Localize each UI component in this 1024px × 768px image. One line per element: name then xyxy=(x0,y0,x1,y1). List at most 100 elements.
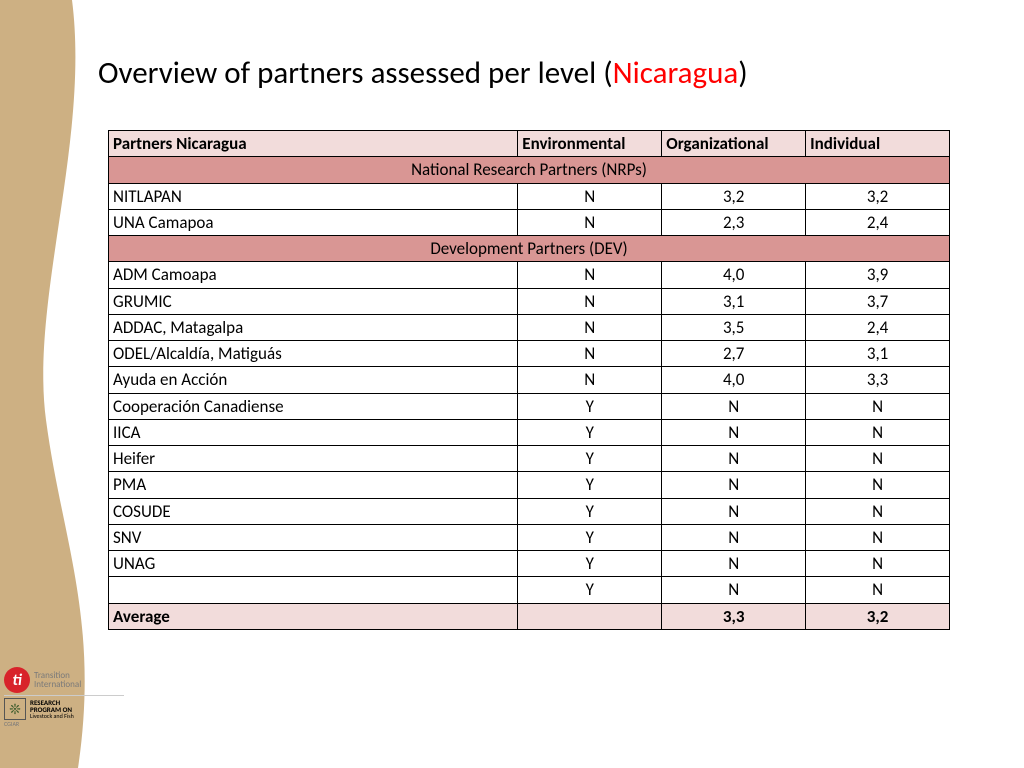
cell-partner xyxy=(109,577,518,603)
cell-env: N xyxy=(518,367,662,393)
table-row: Cooperación CanadienseYNN xyxy=(109,393,950,419)
cell-org: N xyxy=(662,498,806,524)
cell-env: Y xyxy=(518,419,662,445)
section-row: National Research Partners (NRPs) xyxy=(109,157,950,183)
table-row: COSUDEYNN xyxy=(109,498,950,524)
slide: Overview of partners assessed per level … xyxy=(0,0,1024,768)
table-row: HeiferYNN xyxy=(109,446,950,472)
average-row: Average 3,33,2 xyxy=(109,603,950,629)
cell-partner: Cooperación Canadiense xyxy=(109,393,518,419)
cell-partner: ODEL/Alcaldía, Matiguás xyxy=(109,341,518,367)
cell-env: Y xyxy=(518,472,662,498)
cell-ind: N xyxy=(806,577,950,603)
cell-env: N xyxy=(518,262,662,288)
cell-org: N xyxy=(662,577,806,603)
cell-org: N xyxy=(662,446,806,472)
cell-ind: N xyxy=(806,498,950,524)
table-row: ADDAC, MatagalpaN3,52,4 xyxy=(109,314,950,340)
logo-divider xyxy=(4,695,124,696)
cell-org: N xyxy=(662,551,806,577)
cell-env: Y xyxy=(518,393,662,419)
cell-partner: Ayuda en Acción xyxy=(109,367,518,393)
table-row: GRUMICN3,13,7 xyxy=(109,288,950,314)
cgiar-label: CGIAR xyxy=(4,721,124,728)
cell-ind: 3,1 xyxy=(806,341,950,367)
cell-partner: ADDAC, Matagalpa xyxy=(109,314,518,340)
cell-org: 3,2 xyxy=(662,183,806,209)
cell-partner: SNV xyxy=(109,524,518,550)
cell-env: Y xyxy=(518,551,662,577)
cell-partner: GRUMIC xyxy=(109,288,518,314)
table-row: Ayuda en AcciónN4,03,3 xyxy=(109,367,950,393)
cell-org: 3,1 xyxy=(662,288,806,314)
table-row: NITLAPANN3,23,2 xyxy=(109,183,950,209)
cell-org: 3,5 xyxy=(662,314,806,340)
cell-partner: ADM Camoapa xyxy=(109,262,518,288)
cell-partner: Heifer xyxy=(109,446,518,472)
cell-partner: PMA xyxy=(109,472,518,498)
avg-env xyxy=(518,603,662,629)
cell-ind: 3,2 xyxy=(806,183,950,209)
cell-org: 4,0 xyxy=(662,367,806,393)
table-body: National Research Partners (NRPs)NITLAPA… xyxy=(109,157,950,630)
partners-table-wrap: Partners Nicaragua Environmental Organiz… xyxy=(108,130,950,630)
cell-ind: N xyxy=(806,524,950,550)
ti-line2: International xyxy=(34,680,81,690)
cell-partner: IICA xyxy=(109,419,518,445)
table-row: UNAGYNN xyxy=(109,551,950,577)
cell-org: N xyxy=(662,419,806,445)
cell-env: N xyxy=(518,288,662,314)
table-row: ODEL/Alcaldía, MatiguásN2,73,1 xyxy=(109,341,950,367)
table-row: PMAYNN xyxy=(109,472,950,498)
cell-env: Y xyxy=(518,446,662,472)
cell-env: N xyxy=(518,314,662,340)
ti-badge-icon: ti xyxy=(4,667,30,693)
cell-env: N xyxy=(518,209,662,235)
section-label: Development Partners (DEV) xyxy=(109,236,950,262)
cell-org: N xyxy=(662,472,806,498)
table-row: ADM CamoapaN4,03,9 xyxy=(109,262,950,288)
avg-org: 3,3 xyxy=(662,603,806,629)
cell-org: 2,3 xyxy=(662,209,806,235)
avg-ind: 3,2 xyxy=(806,603,950,629)
table-header-row: Partners Nicaragua Environmental Organiz… xyxy=(109,131,950,157)
table-row: UNA CamapoaN2,32,4 xyxy=(109,209,950,235)
section-label: National Research Partners (NRPs) xyxy=(109,157,950,183)
cell-org: 2,7 xyxy=(662,341,806,367)
page-title: Overview of partners assessed per level … xyxy=(98,54,978,92)
cell-ind: 3,9 xyxy=(806,262,950,288)
cell-org: 4,0 xyxy=(662,262,806,288)
cell-env: Y xyxy=(518,498,662,524)
cell-ind: N xyxy=(806,472,950,498)
cell-env: Y xyxy=(518,577,662,603)
cell-org: N xyxy=(662,524,806,550)
col-header-organizational: Organizational xyxy=(662,131,806,157)
cgiar-line3: Livestock and Fish xyxy=(30,713,74,719)
cell-partner: COSUDE xyxy=(109,498,518,524)
cell-env: N xyxy=(518,183,662,209)
logo-cgiar: ❊ RESEARCH PROGRAM ON Livestock and Fish xyxy=(4,698,124,720)
footer-logos: ti Transition International ❊ RESEARCH P… xyxy=(4,665,124,728)
cell-ind: N xyxy=(806,419,950,445)
partners-table: Partners Nicaragua Environmental Organiz… xyxy=(108,130,950,630)
cgiar-text: RESEARCH PROGRAM ON Livestock and Fish xyxy=(30,699,74,719)
cell-ind: 3,3 xyxy=(806,367,950,393)
cell-ind: N xyxy=(806,446,950,472)
decorative-curve xyxy=(0,0,96,768)
cell-env: N xyxy=(518,341,662,367)
cell-ind: N xyxy=(806,393,950,419)
table-row: YNN xyxy=(109,577,950,603)
table-row: IICAYNN xyxy=(109,419,950,445)
cell-ind: 2,4 xyxy=(806,209,950,235)
cell-ind: N xyxy=(806,551,950,577)
cell-ind: 3,7 xyxy=(806,288,950,314)
cell-partner: UNA Camapoa xyxy=(109,209,518,235)
cell-org: N xyxy=(662,393,806,419)
title-prefix: Overview of partners assessed per level … xyxy=(98,54,613,92)
title-highlight: Nicaragua xyxy=(613,54,739,92)
cgiar-wheat-icon: ❊ xyxy=(4,698,26,720)
col-header-partner: Partners Nicaragua xyxy=(109,131,518,157)
avg-label: Average xyxy=(109,603,518,629)
ti-text: Transition International xyxy=(34,671,81,691)
col-header-individual: Individual xyxy=(806,131,950,157)
